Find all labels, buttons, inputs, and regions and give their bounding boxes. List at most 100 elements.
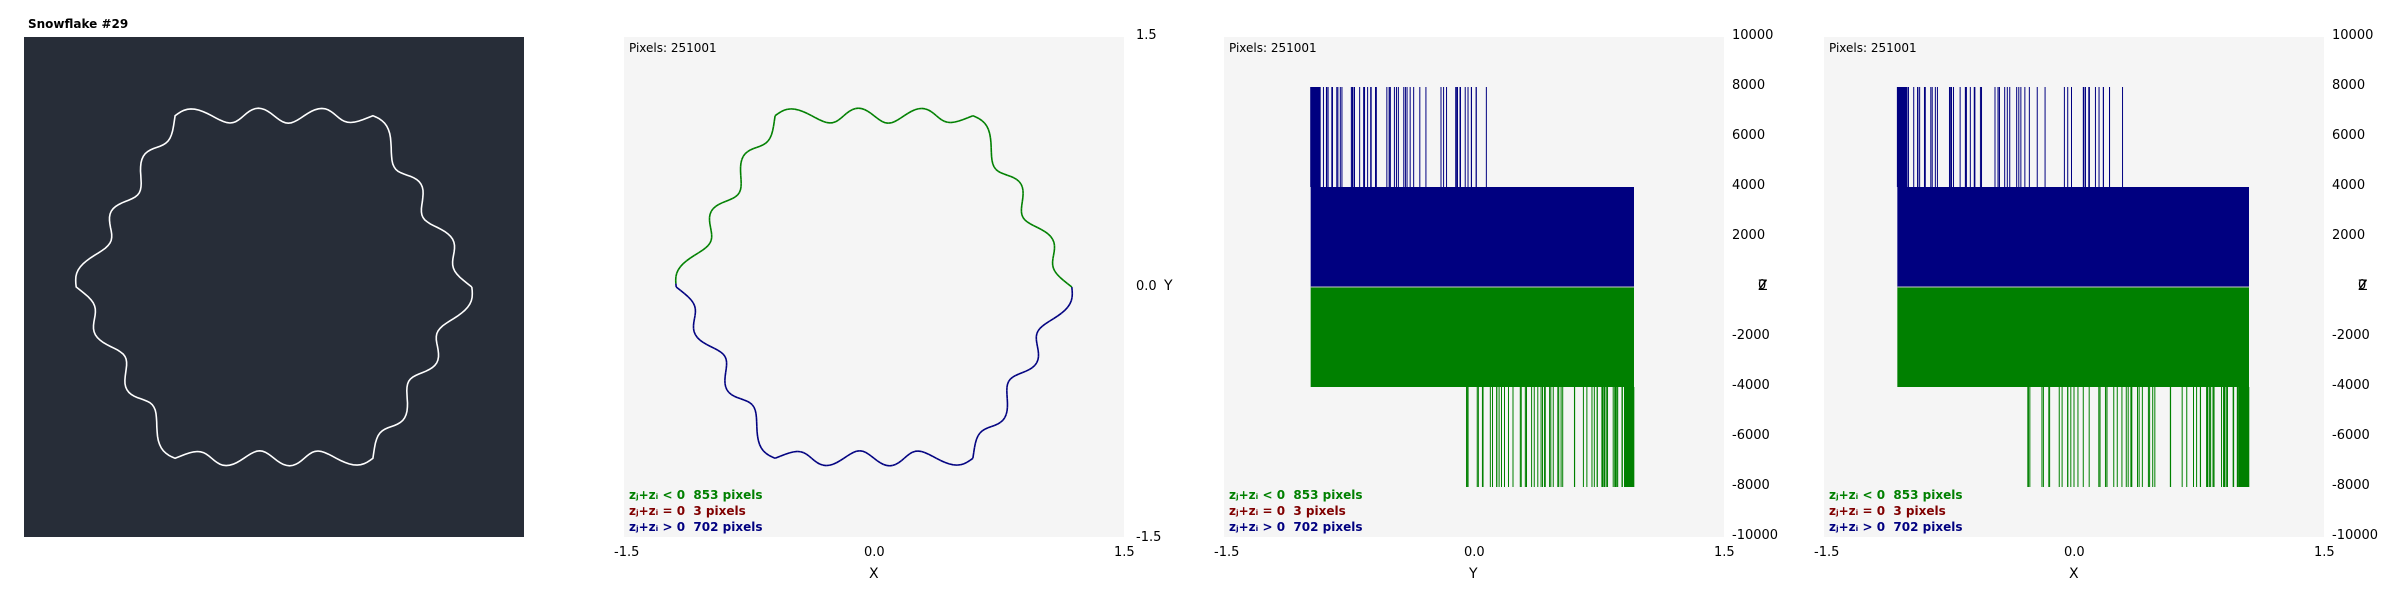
snowflake-curve-segment [677,266,682,271]
snowflake-curve-segment [777,111,782,115]
snowflake-curve-segment [1052,267,1056,272]
ytick-label: 4000 [2332,178,2366,193]
snowflake-curve-segment [882,121,886,124]
snowflake-curve-segment [981,428,986,432]
snowflake-curve-segment [710,345,715,350]
snowflake-curve-segment [931,455,937,460]
legend-zero: zⱼ+zᵢ = 0 3 pixels [1829,503,1962,519]
snowflake-curve-segment [756,145,761,149]
snowflake-curve-segment [1070,297,1073,301]
snowflake-curve-segment [749,402,753,406]
snowflake-curve-segment [774,113,779,117]
ytick-label: 6000 [1732,128,1766,143]
legend-zero-label: zⱼ+zᵢ = 0 [1829,504,1886,518]
snowflake-curve-segment [853,450,858,454]
legend-zero: zⱼ+zᵢ = 0 3 pixels [1229,503,1362,519]
snowflake-curve-segment [838,117,842,121]
snowflake-curve-segment [813,459,818,464]
legend-zero-count: 3 pixels [1893,504,1946,518]
snowflake-curve-segment [728,197,733,201]
snowflake-curve-segment [800,450,804,454]
snowflake-curve-segment [784,452,790,456]
snowflake-curve-segment [876,459,881,464]
snowflake-curve-segment [682,260,688,265]
xz-xlabel: X [2069,566,2079,582]
snowflake-curve-segment [699,339,704,344]
legend-pos-count: 702 pixels [1293,520,1363,534]
legend-neg-count: 853 pixels [1893,488,1963,502]
snowflake-curve-segment [709,227,712,232]
snowflake-curve-segment [1036,346,1039,351]
snowflake-curve-segment [900,115,905,119]
xz-plot-panel: Pixels: 251001 zⱼ+zᵢ < 0 853 pixels zⱼ+z… [1824,37,2324,537]
snowflake-curve-segment [911,109,916,113]
snowflake-curve-segment [794,108,800,111]
snowflake-preview-svg [74,107,474,467]
snowflake-curve-segment [892,463,897,467]
legend-zero-count: 3 pixels [1293,504,1346,518]
snowflake-curve-segment [864,108,869,112]
xy-xtick-min: -1.5 [614,545,640,560]
ytick-label: -4000 [2332,378,2370,393]
snowflake-curve-segment [698,249,703,254]
snowflake-curve-segment [924,108,929,111]
snowflake-curve-segment [773,115,776,122]
snowflake-curve-segment [979,430,983,434]
snowflake-curve-segment [846,453,851,457]
snowflake-curve-segment [751,404,755,408]
legend-neg-label: zⱼ+zᵢ < 0 [629,488,686,502]
snowflake-curve-segment [920,450,925,454]
xz-pixels-label: Pixels: 251001 [1829,41,1917,55]
snowflake-curve-segment [823,120,828,124]
snowflake-curve-segment [1037,327,1041,332]
snowflake-curve-segment [987,129,991,134]
snowflake-curve-segment [978,118,983,122]
snowflake-curve-segment [679,289,686,295]
snowflake-curve-segment [1013,177,1018,181]
snowflake-curve-segment [997,421,1001,425]
ytick-label: 8000 [1732,78,1766,93]
snowflake-curve-segment [1012,374,1017,378]
snowflake-curve-segment [988,133,992,139]
snowflake-curve-segment [861,107,865,111]
snowflake-curve-segment [693,318,696,323]
snowflake-curve-segment [780,109,785,113]
snowflake-curve-segment [930,110,935,115]
snowflake-curve-segment [883,463,887,467]
snowflake-curve-segment [903,455,908,459]
snowflake-curve-segment [973,442,977,448]
snowflake-curve-segment [743,399,748,402]
snowflake-curve-segment [1003,173,1008,176]
positive-block [1310,187,1634,287]
snowflake-curve-segment [938,117,943,121]
snowflake-curve-segment [720,351,724,355]
snowflake-curve-segment [960,462,965,466]
snowflake-curve-segment [734,194,739,198]
snowflake-curve-segment [737,396,742,400]
snowflake-curve-segment [1000,172,1005,175]
xz-bars-svg [1896,87,2250,487]
legend-zero-label: zⱼ+zᵢ = 0 [1229,504,1286,518]
snowflake-curve-segment [740,159,743,164]
legend-pos-count: 702 pixels [693,520,763,534]
ytick-label: 0 [1758,278,1767,293]
snowflake-curve-segment [1062,279,1069,285]
xy-plot-panel: Pixels: 251001 zⱼ+zᵢ < 0 853 pixels zⱼ+z… [624,37,1124,537]
snowflake-curve-segment [898,459,902,464]
negative-spike-dense [1624,387,1634,487]
snowflake-curve-segment [843,112,848,117]
snowflake-curve-segment [867,110,872,115]
xy-ytick-top: 1.5 [1136,28,1157,43]
snowflake-curve-segment [718,202,723,206]
snowflake-curve-segment [1039,325,1044,329]
snowflake-curve-segment [740,398,745,401]
negative-block [1310,287,1634,387]
legend-pos-count: 702 pixels [1893,520,1963,534]
snowflake-curve-segment [724,386,728,391]
snowflake-curve-segment [1049,235,1054,240]
snowflake-curve-segment [802,110,808,115]
xy-xtick-mid: 0.0 [864,545,885,560]
snowflake-curve-segment [848,108,853,113]
snowflake-curve-segment [967,114,974,119]
snowflake-curve-segment [709,223,712,228]
